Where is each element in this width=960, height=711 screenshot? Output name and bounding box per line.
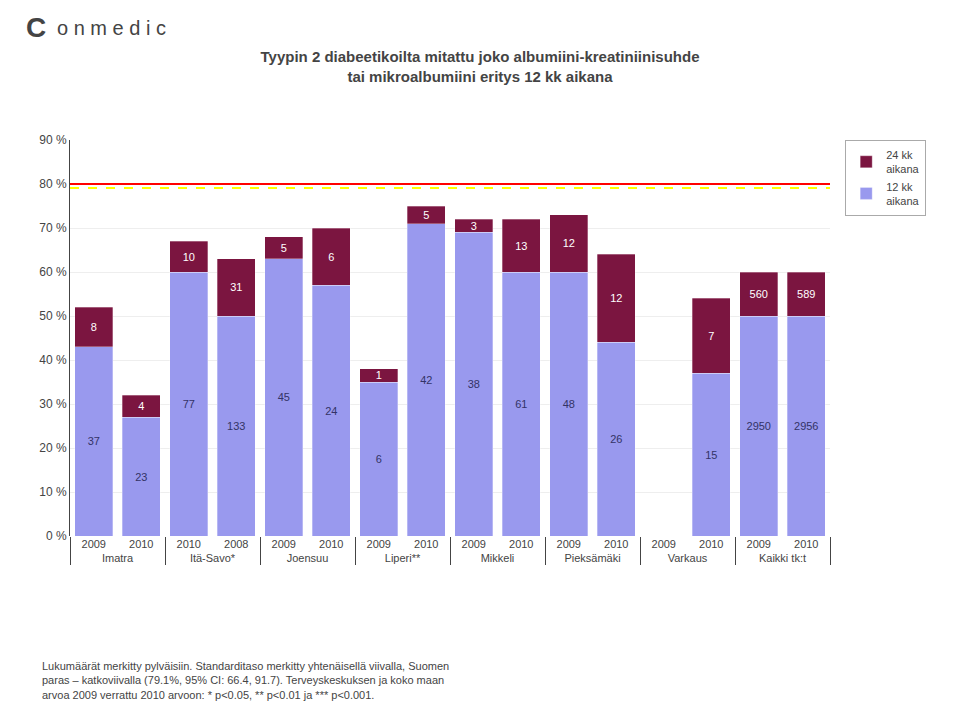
svg-text:589: 589 <box>797 288 815 300</box>
svg-text:2009: 2009 <box>747 538 771 550</box>
svg-text:Joensuu: Joensuu <box>287 552 329 564</box>
svg-text:24: 24 <box>325 405 337 417</box>
svg-text:1: 1 <box>376 369 382 381</box>
svg-text:o n m e d i c: o n m e d i c <box>57 17 166 39</box>
svg-text:60 %: 60 % <box>39 265 67 279</box>
svg-text:90 %: 90 % <box>39 133 67 147</box>
svg-text:77: 77 <box>183 398 195 410</box>
svg-text:6: 6 <box>376 453 382 465</box>
svg-text:5: 5 <box>281 242 287 254</box>
svg-text:2009: 2009 <box>367 538 391 550</box>
svg-text:30 %: 30 % <box>39 397 67 411</box>
svg-text:70 %: 70 % <box>39 221 67 235</box>
svg-text:2008: 2008 <box>224 538 248 550</box>
svg-text:40 %: 40 % <box>39 353 67 367</box>
svg-text:42: 42 <box>420 374 432 386</box>
svg-text:2009: 2009 <box>272 538 296 550</box>
svg-text:12 kkaikana: 12 kkaikana <box>886 181 919 207</box>
svg-text:24 kkaikana: 24 kkaikana <box>886 149 919 175</box>
svg-text:13: 13 <box>515 240 527 252</box>
svg-text:2956: 2956 <box>794 420 818 432</box>
svg-text:48: 48 <box>563 398 575 410</box>
svg-text:23: 23 <box>135 471 147 483</box>
svg-text:80 %: 80 % <box>39 177 67 191</box>
svg-text:Tyypin 2 diabeetikoilta mitatt: Tyypin 2 diabeetikoilta mitattu joko alb… <box>261 48 700 85</box>
svg-text:2010: 2010 <box>794 538 818 550</box>
svg-text:Varkaus: Varkaus <box>668 552 708 564</box>
svg-text:2010: 2010 <box>177 538 201 550</box>
svg-text:12: 12 <box>610 292 622 304</box>
svg-text:38: 38 <box>468 378 480 390</box>
svg-text:Pieksämäki: Pieksämäki <box>564 552 620 564</box>
svg-text:10 %: 10 % <box>39 485 67 499</box>
svg-text:Lukumäärät merkitty pylväisiin: Lukumäärät merkitty pylväisiin. Standard… <box>42 660 449 701</box>
svg-text:10: 10 <box>183 251 195 263</box>
svg-text:Itä-Savo*: Itä-Savo* <box>190 552 236 564</box>
svg-text:8: 8 <box>91 321 97 333</box>
svg-text:31: 31 <box>230 281 242 293</box>
svg-text:560: 560 <box>750 288 768 300</box>
svg-text:5: 5 <box>423 209 429 221</box>
svg-text:2010: 2010 <box>604 538 628 550</box>
svg-text:26: 26 <box>610 433 622 445</box>
svg-text:6: 6 <box>328 251 334 263</box>
svg-text:0 %: 0 % <box>46 529 67 543</box>
svg-text:45: 45 <box>278 391 290 403</box>
svg-text:Liperi**: Liperi** <box>385 552 421 564</box>
svg-text:2010: 2010 <box>509 538 533 550</box>
svg-text:2009: 2009 <box>462 538 486 550</box>
svg-text:61: 61 <box>515 398 527 410</box>
svg-text:2010: 2010 <box>319 538 343 550</box>
svg-text:7: 7 <box>708 330 714 342</box>
svg-text:2010: 2010 <box>414 538 438 550</box>
svg-text:50 %: 50 % <box>39 309 67 323</box>
svg-text:3: 3 <box>471 220 477 232</box>
svg-text:2950: 2950 <box>747 420 771 432</box>
svg-text:2010: 2010 <box>129 538 153 550</box>
svg-text:2009: 2009 <box>652 538 676 550</box>
svg-text:2010: 2010 <box>699 538 723 550</box>
svg-text:20 %: 20 % <box>39 441 67 455</box>
svg-text:37: 37 <box>88 435 100 447</box>
svg-text:15: 15 <box>705 449 717 461</box>
svg-text:Kaikki tk:t: Kaikki tk:t <box>759 552 806 564</box>
svg-text:2009: 2009 <box>82 538 106 550</box>
svg-text:4: 4 <box>138 400 144 412</box>
svg-text:Imatra: Imatra <box>102 552 134 564</box>
svg-text:2009: 2009 <box>557 538 581 550</box>
svg-text:12: 12 <box>563 237 575 249</box>
svg-text:133: 133 <box>227 420 245 432</box>
svg-text:C: C <box>26 12 46 43</box>
svg-text:Mikkeli: Mikkeli <box>481 552 515 564</box>
